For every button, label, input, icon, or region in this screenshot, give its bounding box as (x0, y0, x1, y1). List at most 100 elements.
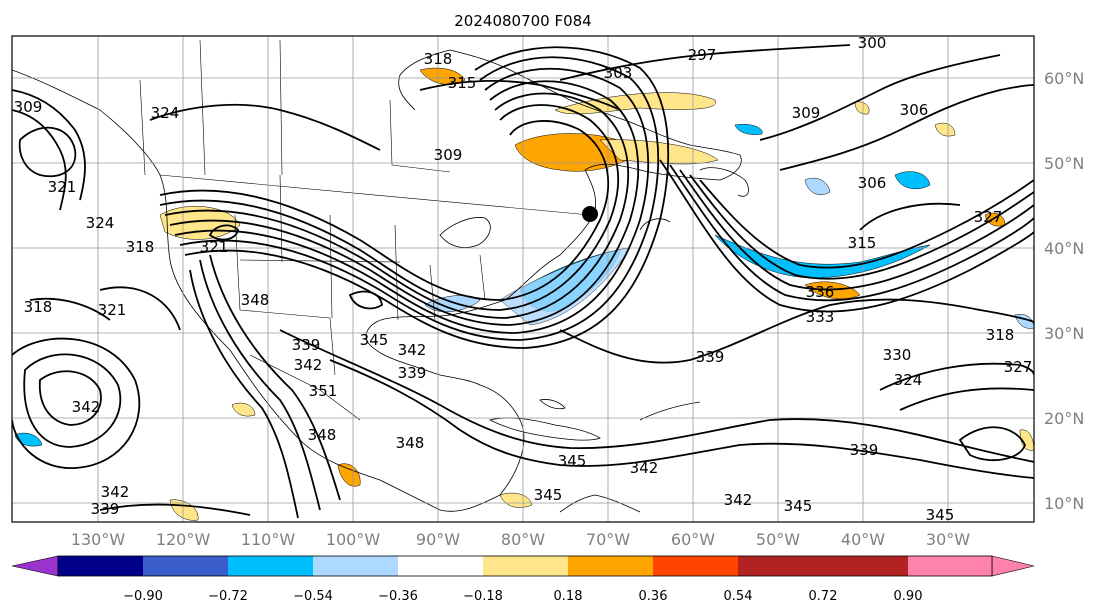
contour-label: 327 (1004, 358, 1033, 376)
contour-label: 315 (848, 234, 877, 252)
latitude-labels: 60°N 50°N 40°N 30°N 20°N 10°N (1044, 69, 1084, 513)
contour-label: 339 (292, 336, 321, 354)
contour-label: 309 (14, 98, 43, 116)
shade-yellow-nmex (231, 402, 256, 417)
lon-label: 120°W (156, 530, 211, 549)
shade-yellow-westatl (804, 281, 861, 300)
contour-label: 327 (974, 208, 1003, 226)
contour-label: 324 (86, 214, 115, 232)
colorbar-segment (143, 556, 228, 576)
shade-yellow-hudson (554, 92, 716, 115)
contour-label: 321 (200, 238, 229, 256)
contour-label: 318 (126, 238, 155, 256)
longitude-labels: 130°W 120°W 110°W 100°W 90°W 80°W 70°W 6… (71, 530, 970, 549)
contour-label: 339 (850, 441, 879, 459)
contour-label: 336 (806, 283, 835, 301)
lon-label: 60°W (671, 530, 715, 549)
lat-label: 20°N (1044, 409, 1084, 428)
map-frame (11, 35, 1035, 523)
contour-label: 342 (101, 483, 130, 501)
colorbar-segment (228, 556, 313, 576)
contour-label: 342 (398, 341, 427, 359)
contour-label: 318 (424, 50, 453, 68)
lon-label: 130°W (71, 530, 126, 549)
shade-yellow-ne2 (934, 122, 956, 137)
contour-label: 300 (858, 34, 887, 52)
lat-label: 40°N (1044, 239, 1084, 258)
contour-label: 321 (48, 178, 77, 196)
shade-blue-greenland (894, 171, 931, 190)
contour-label: 306 (858, 174, 887, 192)
contour-label: 348 (308, 426, 337, 444)
colorbar-tick-label: −0.72 (208, 589, 248, 604)
contour-label: 348 (241, 291, 270, 309)
contour-label: 321 (98, 301, 127, 319)
colorbar-segment (653, 556, 738, 576)
map-title: 2024080700 F084 (454, 12, 591, 30)
lat-label: 30°N (1044, 324, 1084, 343)
contour-label: 318 (24, 298, 53, 316)
lon-label: 100°W (326, 530, 381, 549)
colorbar-tick-label: 0.72 (809, 589, 838, 604)
colorbar-tick-label: 0.54 (724, 589, 753, 604)
colorbar-segment (483, 556, 568, 576)
colorbar-segment (398, 556, 483, 576)
contour-label: 345 (926, 506, 955, 524)
shade-orange-gulf (337, 463, 361, 487)
colorbar-segment (568, 556, 653, 576)
contour-label: 345 (784, 497, 813, 515)
lon-label: 50°W (756, 530, 800, 549)
colorbar-segment (823, 556, 908, 576)
coastlines (12, 49, 749, 513)
contour-label: 315 (448, 74, 477, 92)
contour-label: 339 (696, 348, 725, 366)
contour-label: 348 (396, 434, 425, 452)
contour-label: 318 (986, 326, 1015, 344)
lon-label: 70°W (586, 530, 630, 549)
contour-label: 324 (151, 104, 180, 122)
colorbar-tick-label: 0.18 (554, 589, 583, 604)
lon-label: 90°W (416, 530, 460, 549)
map-area (12, 36, 1034, 522)
lon-label: 30°W (926, 530, 970, 549)
contour-label: 330 (883, 346, 912, 364)
colorbar-tick-label: −0.54 (293, 589, 333, 604)
contour-label: 351 (309, 382, 338, 400)
lat-label: 60°N (1044, 69, 1084, 88)
contour-label: 303 (604, 64, 633, 82)
shade-lightblue-east (804, 177, 831, 195)
colorbar-extend-high (991, 555, 1035, 577)
shaded-regions (14, 67, 1034, 521)
colorbar-tick-label: −0.90 (123, 589, 163, 604)
contour-label: 345 (534, 486, 563, 504)
colorbar-extend-low (11, 555, 59, 577)
contour-label: 342 (724, 491, 753, 509)
lon-label: 110°W (241, 530, 296, 549)
lat-label: 10°N (1044, 494, 1084, 513)
contour-label: 342 (630, 459, 659, 477)
colorbar-tick-label: −0.36 (378, 589, 418, 604)
lon-label: 80°W (501, 530, 545, 549)
colorbar-segment (738, 556, 823, 576)
contour-label: 309 (434, 146, 463, 164)
contour-label: 339 (91, 500, 120, 518)
colorbar-segment (58, 556, 143, 576)
shade-blue-atlantic-jet (714, 234, 931, 279)
lon-label: 40°W (841, 530, 885, 549)
contour-label: 306 (900, 101, 929, 119)
shade-yellow-far-east (1019, 429, 1034, 451)
contour-label: 333 (806, 308, 835, 326)
contour-label: 345 (360, 331, 389, 349)
shade-yellow-carib (499, 492, 533, 508)
contour-lines (12, 44, 1034, 519)
contour-label: 342 (294, 356, 323, 374)
contour-label: 297 (688, 46, 717, 64)
contour-label: 345 (558, 452, 587, 470)
contour-labels: 318 315 297 303 300 309 309 306 306 324 … (14, 34, 1033, 524)
colorbar-tick-label: −0.18 (463, 589, 503, 604)
colorbar: −0.90 −0.72 −0.54 −0.36 −0.18 0.18 0.36 … (11, 555, 1035, 604)
contour-label: 339 (398, 364, 427, 382)
storm-center-marker (582, 206, 598, 222)
colorbar-segment (313, 556, 398, 576)
